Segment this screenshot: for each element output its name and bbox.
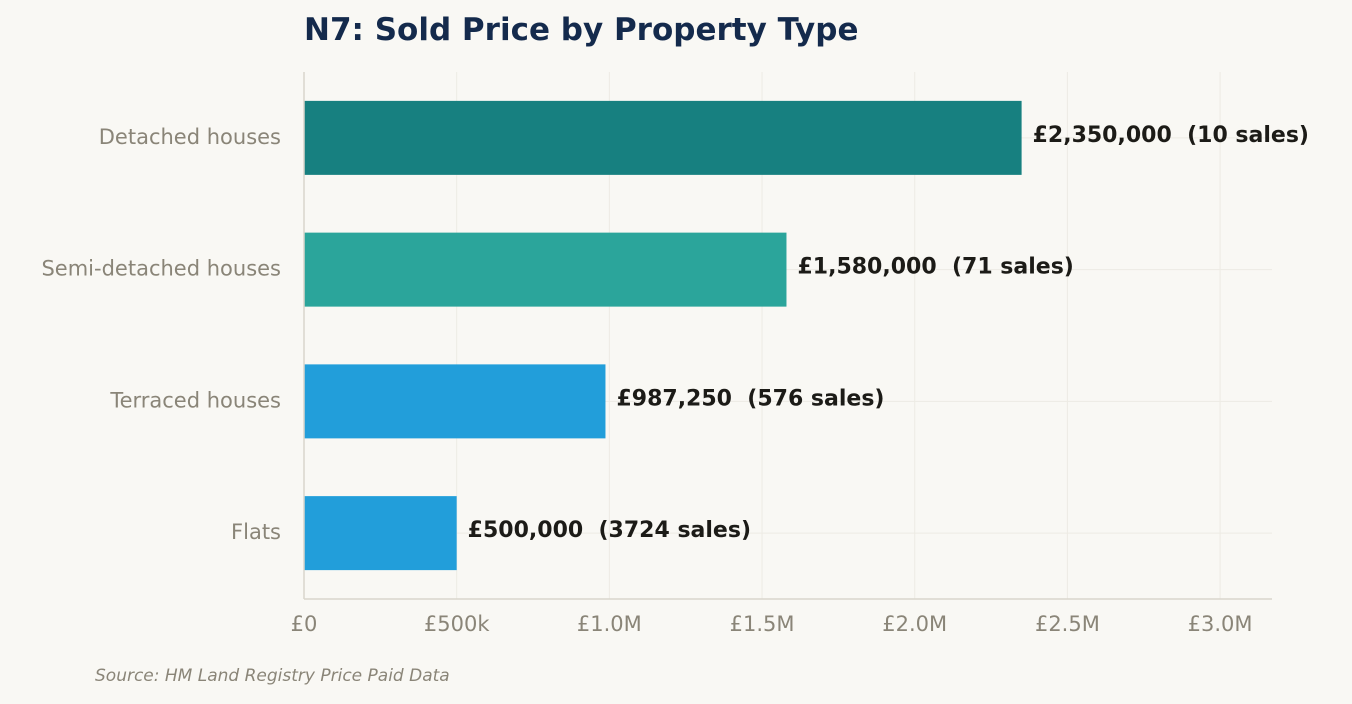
bar — [304, 496, 457, 571]
data-label: £1,580,000 (71 sales) — [797, 255, 1073, 280]
category-label: Flats — [231, 520, 281, 544]
x-tick-label: £2.5M — [1035, 612, 1100, 636]
source-note: Source: HM Land Registry Price Paid Data — [95, 666, 450, 686]
x-tick-label: £0 — [291, 612, 318, 636]
axes — [303, 72, 1272, 600]
category-label: Terraced houses — [109, 388, 281, 412]
x-tick-label: £1.5M — [730, 612, 795, 636]
chart-title: N7: Sold Price by Property Type — [304, 12, 859, 48]
x-tick-label: £3.0M — [1188, 612, 1253, 636]
x-tick-label: £1.0M — [577, 612, 642, 636]
data-label: £2,350,000 (10 sales) — [1033, 123, 1309, 148]
bars — [304, 100, 1022, 571]
x-tick-label: £2.0M — [882, 612, 947, 636]
data-label: £987,250 (576 sales) — [616, 386, 884, 411]
bar — [304, 364, 606, 439]
bar — [304, 100, 1022, 175]
category-label: Semi-detached houses — [41, 257, 281, 281]
data-label: £500,000 (3724 sales) — [468, 518, 751, 543]
x-tick-label: £500k — [424, 612, 490, 636]
category-label: Detached houses — [99, 125, 281, 149]
bar — [304, 232, 787, 307]
labels: Detached houses £2,350,000 (10 sales) Semi… — [41, 123, 1309, 636]
